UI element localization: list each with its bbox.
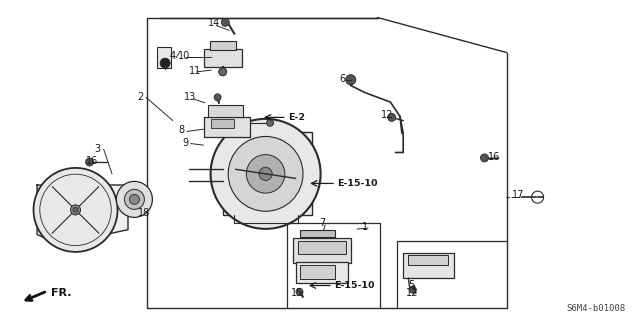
Bar [204,49,242,67]
Text: 15: 15 [291,288,303,298]
Text: 3: 3 [95,144,101,154]
Text: 4: 4 [170,51,176,61]
Bar [157,47,171,68]
Bar [403,253,454,278]
Bar [208,105,243,117]
Text: E-2: E-2 [288,113,305,122]
Circle shape [259,167,272,181]
Bar [300,265,335,279]
Text: S6M4-b01008: S6M4-b01008 [567,304,626,313]
Circle shape [481,154,488,162]
Circle shape [221,18,229,26]
Text: E-15-10: E-15-10 [337,179,378,188]
Bar [211,119,234,128]
Text: 17: 17 [512,190,524,200]
Text: 16: 16 [488,152,500,162]
Circle shape [228,137,303,211]
Circle shape [214,94,221,101]
Circle shape [33,168,118,252]
Circle shape [73,207,78,212]
Bar [210,41,236,50]
Text: 6: 6 [339,74,346,84]
Text: E-15-10: E-15-10 [334,281,374,290]
Text: FR.: FR. [51,288,72,299]
Bar [408,255,448,265]
Text: 10: 10 [178,51,190,61]
Circle shape [346,75,356,85]
Circle shape [124,189,145,209]
Polygon shape [37,185,128,244]
Bar [298,241,346,254]
Circle shape [160,58,170,68]
Circle shape [86,158,93,166]
Circle shape [129,194,140,204]
Text: 16: 16 [86,156,99,166]
Circle shape [219,68,227,76]
Text: 12: 12 [381,110,393,121]
Text: 11: 11 [189,66,201,76]
Circle shape [211,119,321,229]
Circle shape [267,119,273,126]
Text: 12: 12 [406,288,419,298]
Text: 8: 8 [178,125,184,135]
Bar [223,132,312,215]
Circle shape [70,205,81,215]
Bar [293,238,351,263]
Bar [300,230,335,237]
Text: 7: 7 [319,218,325,228]
Text: 5: 5 [408,279,415,290]
Text: 18: 18 [138,208,150,218]
Circle shape [116,182,152,217]
Circle shape [296,288,303,295]
Text: 2: 2 [138,92,144,102]
Text: 1: 1 [362,222,368,232]
Bar [204,117,250,137]
Circle shape [410,286,416,293]
Text: 14: 14 [208,18,220,28]
Bar [296,262,348,283]
Circle shape [388,113,396,122]
Circle shape [246,155,285,193]
Text: 13: 13 [184,92,196,102]
Text: 9: 9 [182,138,189,148]
